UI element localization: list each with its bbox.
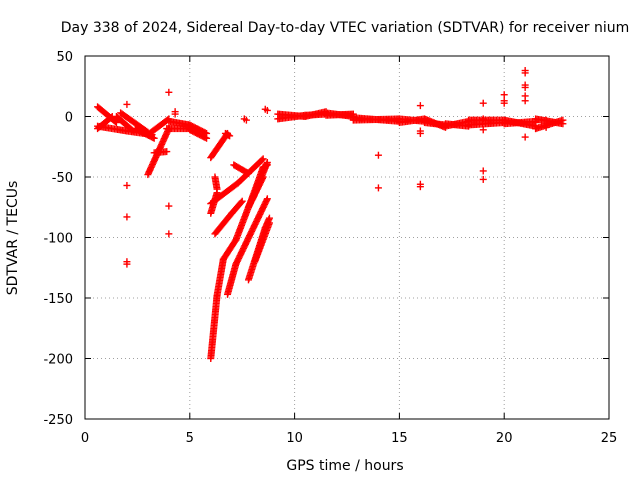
y-axis-label: SDTVAR / TECUs <box>5 181 21 296</box>
data-point <box>416 129 424 137</box>
chart-title: Day 338 of 2024, Sidereal Day-to-day VTE… <box>61 20 630 36</box>
x-tick-label: 25 <box>601 431 618 446</box>
data-point <box>559 120 567 128</box>
data-point <box>521 83 529 91</box>
y-tick-label: -50 <box>52 171 73 186</box>
data-points <box>94 67 567 362</box>
data-point <box>111 118 119 126</box>
data-point <box>213 185 221 193</box>
x-axis-label: GPS time / hours <box>286 458 403 474</box>
data-point <box>242 116 250 124</box>
data-point <box>171 108 179 116</box>
data-point <box>165 88 173 96</box>
x-tick-label: 15 <box>391 431 408 446</box>
data-point <box>416 102 424 110</box>
data-point <box>479 99 487 107</box>
x-tick-label: 20 <box>496 431 513 446</box>
data-point <box>263 195 271 203</box>
data-point <box>521 97 529 105</box>
data-point <box>532 119 540 127</box>
y-tick-label: -150 <box>43 292 73 307</box>
data-point <box>479 175 487 183</box>
y-tick-label: -250 <box>43 413 73 428</box>
data-point <box>150 134 158 142</box>
data-point <box>112 119 120 127</box>
y-tick-labels: 50 0 -50 -100 -150 -200 -250 <box>43 50 73 428</box>
data-point <box>479 115 487 123</box>
y-tick-label: 0 <box>65 111 73 126</box>
data-point <box>532 125 540 133</box>
data-point <box>259 155 267 163</box>
data-point <box>374 184 382 192</box>
x-tick-label: 5 <box>186 431 194 446</box>
data-point <box>244 169 252 177</box>
data-point <box>500 91 508 99</box>
data-point <box>265 219 273 227</box>
y-tick-label: -100 <box>43 232 73 247</box>
data-point <box>123 181 131 189</box>
data-point <box>258 156 266 164</box>
data-point <box>123 100 131 108</box>
data-point <box>203 134 211 142</box>
data-point <box>521 133 529 141</box>
data-point <box>201 134 209 142</box>
data-point <box>123 213 131 221</box>
data-point <box>374 151 382 159</box>
data-point <box>165 230 173 238</box>
data-point <box>542 116 550 124</box>
x-tick-label: 10 <box>286 431 303 446</box>
data-point <box>107 114 115 122</box>
data-point <box>165 202 173 210</box>
plot-frame <box>84 55 610 420</box>
data-point <box>479 167 487 175</box>
data-point <box>243 169 251 177</box>
x-tick-label: 0 <box>81 431 89 446</box>
data-point <box>521 69 529 77</box>
data-point <box>226 132 234 140</box>
data-point <box>123 260 131 268</box>
axis-ticks <box>84 55 610 420</box>
data-point <box>163 148 171 156</box>
data-point <box>263 158 271 166</box>
x-tick-labels: 0 5 10 15 20 25 <box>81 431 617 446</box>
grid-lines <box>85 56 609 419</box>
data-point <box>237 198 245 206</box>
y-tick-label: -200 <box>43 353 73 368</box>
data-point <box>263 106 271 114</box>
data-point <box>416 183 424 191</box>
y-tick-label: 50 <box>56 50 73 65</box>
data-point <box>479 126 487 134</box>
data-point <box>238 197 246 205</box>
data-point <box>542 123 550 131</box>
data-point <box>500 97 508 105</box>
